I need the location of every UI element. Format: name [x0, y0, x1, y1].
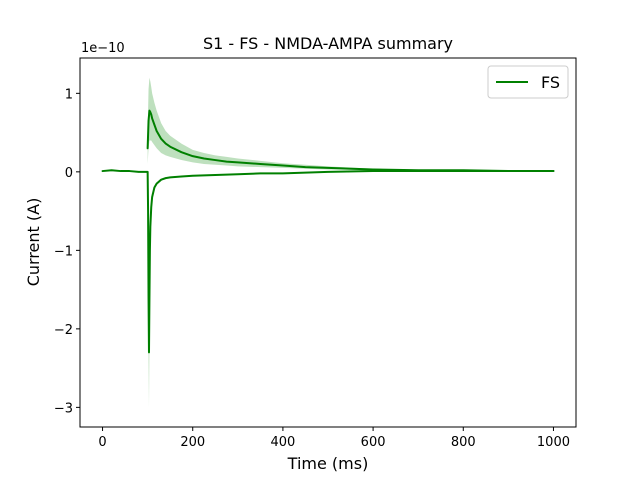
shaded-band-0	[147, 77, 374, 171]
series-line-0-trace-1	[146, 109, 555, 173]
y-axis: 1 0 −1 −2 −3	[54, 87, 80, 416]
legend-label-fs: FS	[541, 73, 560, 92]
y-tick-label: −1	[54, 244, 73, 259]
x-tick-label: 400	[270, 435, 295, 450]
y-tick-label: −3	[54, 401, 73, 416]
x-tick-label: 800	[451, 435, 476, 450]
series-line-0-trace-0	[101, 169, 555, 354]
plot-area	[101, 77, 555, 408]
chart-title: S1 - FS - NMDA-AMPA summary	[203, 34, 453, 53]
x-tick-label: 0	[98, 435, 106, 450]
x-axis-label: Time (ms)	[287, 454, 369, 473]
x-tick-label: 600	[361, 435, 386, 450]
legend: FS	[487, 65, 569, 99]
x-tick-label: 200	[180, 435, 205, 450]
y-axis-label: Current (A)	[24, 198, 43, 287]
y-offset-label: 1e−10	[81, 41, 125, 56]
x-axis: 0 200 400 600 800 1000	[98, 427, 570, 450]
x-tick-label: 1000	[537, 435, 570, 450]
y-tick-label: 0	[65, 166, 73, 181]
y-tick-label: 1	[65, 87, 73, 102]
axes-frame	[79, 57, 577, 428]
y-tick-label: −2	[54, 323, 73, 338]
